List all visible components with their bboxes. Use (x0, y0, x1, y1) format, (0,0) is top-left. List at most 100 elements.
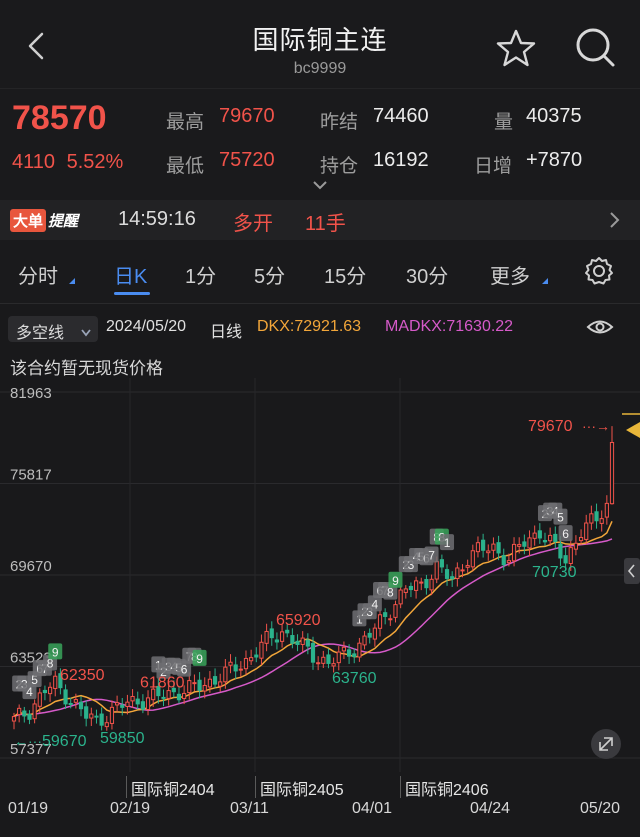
candle-body (73, 699, 78, 703)
candle-body (212, 676, 218, 685)
candle-body (414, 580, 419, 591)
candle-body (166, 690, 171, 699)
candle-body (120, 704, 125, 708)
sequence-tag-text: 9 (392, 574, 399, 588)
annotation-arrow: ···→ (582, 418, 610, 434)
sequence-tag-bg (424, 546, 439, 563)
candle-body (68, 702, 73, 705)
candle-body (99, 713, 104, 726)
sequence-tag-bg (367, 595, 382, 612)
expand-button[interactable] (310, 179, 330, 198)
tab-daily-k[interactable]: 日K (114, 266, 148, 288)
candle-body (599, 518, 604, 524)
x-tick-0219: 02/19 (110, 800, 151, 817)
contract-code: bc9999 (293, 60, 347, 77)
big-order-alert-bar[interactable]: 大单 提醒 14:59:16 多开 11手 (0, 200, 640, 240)
candle-body (89, 713, 94, 719)
sequence-tag-bg (440, 534, 455, 551)
contract-label-2404: 国际铜2404 (126, 776, 215, 799)
candle-body (295, 640, 300, 645)
price-annotation: 65920 (276, 612, 321, 629)
period-tabs: 分时 日K 1分 5分 15分 30分 更多 (0, 240, 640, 304)
change-percent: 5.52% (66, 151, 124, 173)
sequence-tags: 234567891234567891234678923456788123456 (12, 502, 573, 700)
candle-body (594, 511, 599, 522)
candle-body (326, 654, 331, 664)
big-order-badge: 大单 提醒 (10, 208, 80, 232)
y-tick-label: 75817 (10, 466, 52, 483)
back-arrow-icon (28, 32, 44, 60)
candle-body (383, 612, 388, 617)
candles (11, 426, 615, 731)
candle-body (403, 588, 408, 593)
sequence-tag: 5 (553, 508, 568, 525)
alert-more-button[interactable] (608, 210, 622, 235)
candle-body (377, 614, 383, 629)
chevron-right-icon (610, 212, 620, 228)
prev-settle-label: 昨结 (320, 112, 359, 133)
toggle-visibility-button[interactable] (586, 316, 614, 343)
candle-body (341, 646, 347, 652)
tab-5min[interactable]: 5分 (254, 266, 286, 288)
candle-body (573, 542, 579, 550)
tab-1min[interactable]: 1分 (185, 266, 217, 288)
sequence-tag-bg (48, 643, 63, 660)
x-tick-0424: 04/24 (470, 800, 511, 817)
favorite-button[interactable] (494, 26, 538, 70)
sequence-tag-text: 6 (181, 663, 188, 677)
tab-30min[interactable]: 30分 (406, 266, 449, 288)
candle-body (496, 542, 501, 554)
candle-body (589, 513, 594, 524)
sequence-tag-bg (388, 571, 403, 588)
candle-body (465, 565, 470, 568)
candle-body (553, 533, 558, 542)
price-change: 4110 5.52% (12, 151, 123, 174)
sequence-tag-text: 3 (408, 558, 415, 572)
candle-body (11, 716, 17, 722)
candle-body (481, 539, 486, 551)
candle-body (176, 693, 182, 701)
sequence-tag-text: 8 (47, 656, 54, 670)
candle-body (42, 689, 48, 694)
candle-body (202, 684, 207, 692)
candle-body (151, 688, 156, 701)
sequence-tag-text: 4 (372, 597, 379, 611)
candle-body (171, 687, 176, 693)
candle-body (197, 679, 202, 691)
tab-15min[interactable]: 15分 (324, 266, 367, 288)
candle-body (393, 604, 398, 618)
high-value: 79670 (219, 105, 275, 127)
candle-body (346, 649, 352, 657)
sequence-tag-text: 5 (557, 511, 564, 525)
daily-increase-value: +7870 (526, 149, 583, 171)
search-icon (576, 28, 615, 67)
sequence-tag-text: 1 (356, 612, 363, 626)
candle-body (419, 581, 424, 584)
chart-settings-button[interactable] (584, 256, 614, 291)
chevron-down-icon (313, 181, 327, 190)
candle-body (182, 692, 187, 699)
sequence-tag-bg (22, 683, 37, 700)
candle-body (455, 567, 460, 580)
candle-body (228, 661, 233, 666)
candle-body (424, 578, 429, 589)
madkx-value: MADKX:71630.22 (385, 318, 514, 335)
candle-body (63, 689, 68, 705)
candle-body (94, 715, 99, 718)
sequence-tag: 9 (388, 571, 403, 588)
tab-intraday[interactable]: 分时 (18, 266, 58, 288)
back-button[interactable] (18, 26, 58, 66)
sequence-tag: 4 (22, 683, 37, 700)
chart-header: 多空线 2024/05/20 日线 DKX:72921.63 MADKX:716… (0, 304, 640, 378)
candle-body (192, 682, 197, 685)
tab-more-dropdown-icon (542, 278, 548, 284)
price-annotation: 59850 (100, 730, 145, 747)
sequence-tag: 4 (367, 595, 382, 612)
search-button[interactable] (572, 24, 618, 70)
candle-body (609, 442, 615, 505)
indicator-selector[interactable]: 多空线 (8, 316, 98, 342)
tab-more[interactable]: 更多 (490, 266, 530, 288)
